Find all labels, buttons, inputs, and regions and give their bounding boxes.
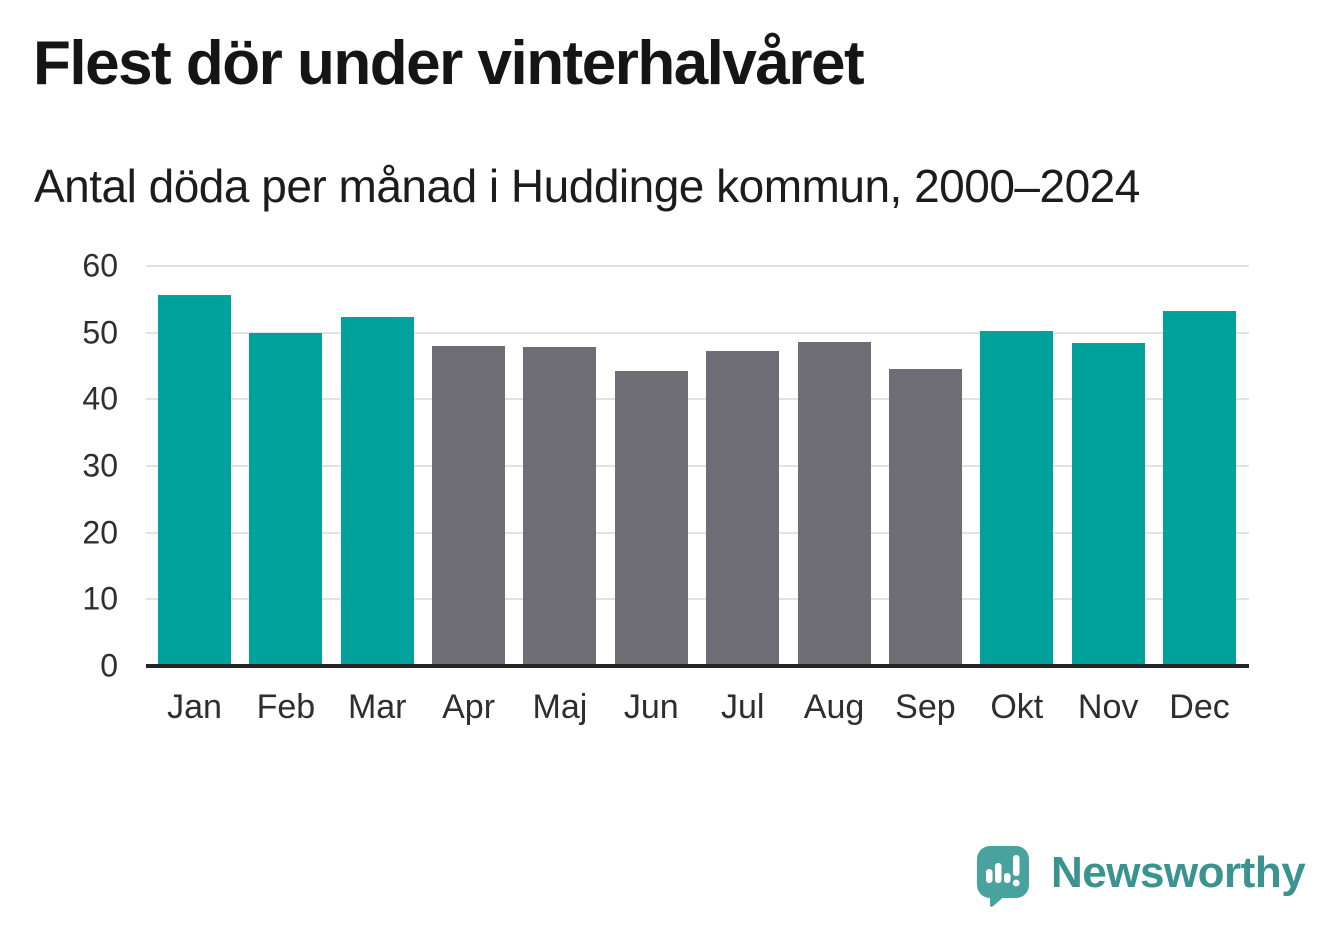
newsworthy-logo-text: Newsworthy [1051,848,1306,897]
x-tick-label: Apr [442,688,496,726]
gridline [146,598,1249,601]
x-tick-label: Mar [347,688,407,726]
x-tick-label: Jul [720,688,765,726]
x-tick-label: Okt [990,688,1044,726]
y-tick-label: 60 [82,247,118,284]
x-tick-label: Jun [623,688,679,726]
chart-title: Flest dör under vinterhalvåret [33,29,865,98]
newsworthy-logo: Newsworthy [977,846,1306,908]
newsworthy-logo-icon [977,846,1029,907]
gridline [146,531,1249,534]
gridline [146,465,1249,467]
x-tick-label: Dec [1169,688,1230,726]
bar-feb [249,332,323,666]
bar-sep [888,368,962,666]
y-tick-label: 0 [100,647,118,684]
x-tick-label: Feb [256,688,316,726]
chart-subtitle: Antal döda per månad i Huddinge kommun, … [34,160,1140,212]
x-axis-line [146,664,1249,668]
x-tick-label: Aug [803,688,865,726]
bar-jul [706,351,780,666]
bar-okt [980,330,1054,666]
bar-maj [523,346,597,666]
bar-jun [614,370,688,666]
gridline [146,331,1249,334]
x-tick-label: Sep [895,688,956,726]
bar-aug [797,342,871,666]
x-tick-label: Nov [1077,688,1139,726]
bar-apr [432,346,506,666]
bar-dec [1163,310,1236,666]
y-tick-label: 10 [82,580,118,617]
bar-jan [158,294,231,666]
y-tick-label: 30 [82,447,118,484]
gridline [146,265,1249,267]
bar-nov [1071,342,1145,666]
gridline [146,398,1249,401]
x-tick-label: Jan [167,688,222,726]
y-tick-label: 20 [82,514,118,551]
x-tick-label: Maj [532,688,588,726]
bar-mar [340,316,414,666]
y-tick-label: 40 [82,380,118,417]
plot-area [146,265,1249,666]
y-tick-label: 50 [82,314,118,351]
